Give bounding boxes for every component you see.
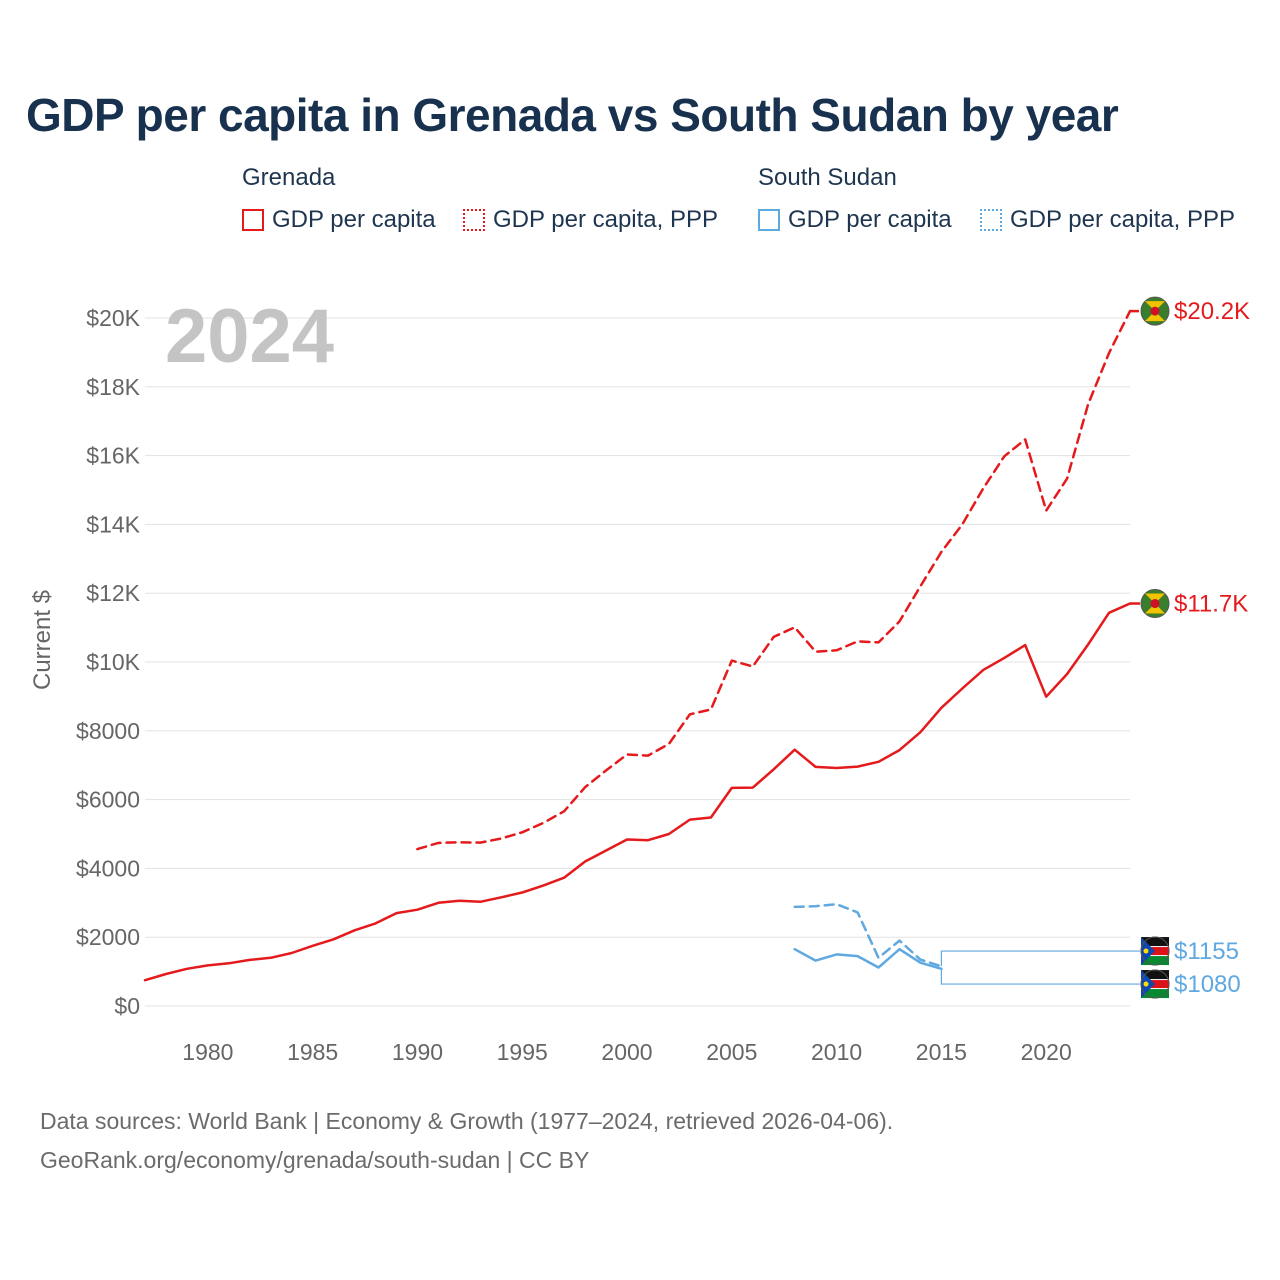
- south-sudan-flag-icon: [1140, 936, 1170, 966]
- x-tick-label: 1990: [392, 1039, 443, 1065]
- footer-link[interactable]: GeoRank.org/economy/grenada/south-sudan …: [40, 1147, 590, 1173]
- y-axis-ticks: $0 $2000 $4000 $6000 $8000 $10K $12K $14K $16K $1…: [76, 305, 141, 1019]
- connector-2: [940, 968, 1140, 985]
- chart-title: GDP per capita in Grenada vs South Sudan…: [26, 89, 1119, 141]
- end-labels: $11.7K $20.2K $1080 $1155: [1140, 296, 1250, 999]
- legend-swatch-solid-blue: [758, 209, 780, 231]
- legend-south-sudan-title: South Sudan: [758, 164, 897, 191]
- y-tick-label: $8000: [76, 718, 140, 744]
- x-tick-label: 2005: [706, 1039, 757, 1065]
- y-tick-label: $2000: [76, 924, 140, 950]
- end-label-1: $20.2K: [1174, 298, 1250, 325]
- series-line-2: [793, 947, 943, 971]
- year-watermark: 2024: [165, 294, 334, 379]
- x-tick-label: 2020: [1021, 1039, 1072, 1065]
- legend-swatch-dotted-blue: [980, 209, 1002, 231]
- x-axis-ticks: 1980 1985 1990 1995 2000 2005 2010 2015 2020: [182, 1039, 1071, 1065]
- y-tick-label: $0: [114, 993, 140, 1019]
- y-tick-label: $16K: [86, 443, 140, 469]
- y-tick-label: $6000: [76, 787, 140, 813]
- y-tick-label: $4000: [76, 855, 140, 881]
- legend-grenada-gdp-label: GDP per capita: [272, 206, 436, 233]
- x-tick-label: 2000: [601, 1039, 652, 1065]
- footer-sources: Data sources: World Bank | Economy & Gro…: [40, 1108, 894, 1134]
- series-line-3: [793, 902, 943, 968]
- legend-swatch-dotted-red: [463, 209, 485, 231]
- series-lines: [143, 309, 1132, 982]
- legend-swatch-solid-red: [242, 209, 264, 231]
- y-tick-label: $20K: [86, 305, 140, 331]
- x-tick-label: 1995: [497, 1039, 548, 1065]
- y-tick-label: $10K: [86, 649, 140, 675]
- legend-grenada-ppp[interactable]: GDP per capita, PPP: [463, 204, 718, 236]
- y-tick-label: $12K: [86, 580, 140, 606]
- legend-south-sudan-gdp-label: GDP per capita: [788, 206, 952, 233]
- legend-south-sudan-gdp[interactable]: GDP per capita: [758, 204, 952, 236]
- series-line-0: [143, 602, 1132, 982]
- label-connectors: [940, 309, 1140, 985]
- x-tick-label: 2015: [916, 1039, 967, 1065]
- x-tick-label: 1985: [287, 1039, 338, 1065]
- x-tick-label: 2010: [811, 1039, 862, 1065]
- grenada-flag-icon: [1140, 589, 1170, 619]
- legend-south-sudan-ppp[interactable]: GDP per capita, PPP: [980, 204, 1235, 236]
- south-sudan-flag-icon: [1140, 969, 1170, 999]
- y-tick-label: $14K: [86, 511, 140, 537]
- legend-grenada-title: Grenada: [242, 164, 336, 191]
- legend-grenada-gdp[interactable]: GDP per capita: [242, 204, 436, 236]
- end-label-0: $11.7K: [1174, 591, 1248, 618]
- series-line-1: [416, 309, 1132, 851]
- y-axis-label: Current $: [29, 590, 56, 690]
- legend-south-sudan-ppp-label: GDP per capita, PPP: [1010, 206, 1235, 233]
- end-label-3: $1155: [1174, 938, 1239, 965]
- connector-3: [940, 950, 1140, 967]
- end-label-2: $1080: [1174, 971, 1241, 998]
- grid-lines: [145, 317, 1130, 1007]
- x-tick-label: 1980: [182, 1039, 233, 1065]
- grenada-flag-icon: [1140, 296, 1170, 326]
- y-tick-label: $18K: [86, 374, 140, 400]
- legend-grenada-ppp-label: GDP per capita, PPP: [493, 206, 718, 233]
